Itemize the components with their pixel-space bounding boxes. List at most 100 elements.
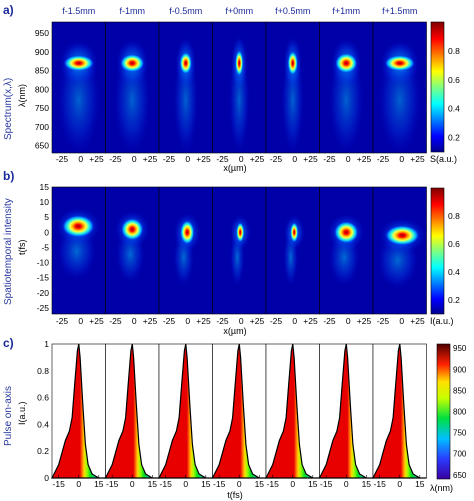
panel-c-x-tick-4-1: -15: [213, 479, 226, 489]
column-title-6: f+1mm: [332, 6, 360, 16]
panel-a-x-tick-7-3: +25: [410, 154, 425, 164]
panel-b-peak-3: [180, 220, 195, 245]
panel-c-pulse-6: [318, 343, 373, 479]
column-titles: f-1.5mm f-1mm f-0.5mm f+0mm f+0.5mm f+1mm f+1.…: [62, 6, 417, 16]
panel-c-x-tick-5-3: 15: [308, 479, 318, 489]
panel-c-x-tick-2-1: -15: [106, 479, 119, 489]
panel-c-x-tick-1-3: 15: [94, 479, 104, 489]
panel-c-colorbar-tick-4: 800: [453, 408, 467, 417]
panel-b-x-tick-3-1: -25: [163, 316, 176, 326]
panel-a-x-tick-4-1: -25: [216, 154, 229, 164]
panel-b-x-tick-6-1: -25: [323, 316, 336, 326]
panel-a-y-tick-5: 750: [35, 103, 49, 113]
panel-c-x-tick-4-2: 0: [237, 479, 242, 489]
panel-label-a: a): [3, 3, 14, 17]
panel-b-x-tick-4-1: -25: [216, 316, 229, 326]
panel-a-heatmaps: [51, 21, 427, 154]
panel-c-y-tick-3: 0.6: [37, 393, 49, 403]
panel-c-x-tick-1-2: 0: [76, 479, 81, 489]
panel-b-x-tick-2-3: +25: [143, 316, 158, 326]
panel-a-y-label: λ(nm): [17, 84, 27, 107]
panel-b-x-tick-5-3: +25: [303, 316, 318, 326]
panel-c-colorbar-tick-2: 900: [453, 365, 467, 374]
panel-a-colorbar: [430, 21, 445, 153]
panel-a-x-tick-2-3: +25: [143, 154, 158, 164]
panel-b-y-label: t(fs): [17, 240, 27, 256]
column-title-3: f-0.5mm: [169, 6, 202, 16]
column-title-1: f-1.5mm: [62, 6, 95, 16]
panel-a-x-tick-1-2: 0: [78, 154, 83, 164]
panel-b-colorbar: [430, 187, 445, 315]
panel-b-peak-1: [62, 215, 95, 238]
panel-c-x-tick-2-2: 0: [130, 479, 135, 489]
panel-b-x-tick-2-1: -25: [109, 316, 122, 326]
panel-c-x-tick-6-1: -15: [320, 479, 333, 489]
panel-c-colorbar-tick-7: 650: [453, 471, 467, 480]
panel-b-x-tick-1-3: +25: [89, 316, 104, 326]
panel-b-x-tick-3-2: 0: [185, 316, 190, 326]
panel-a-peak-2: [120, 54, 145, 73]
panel-b-colorbar-tick-2: 0.6: [448, 239, 460, 249]
panel-a-colorbar-tick-2: 0.6: [448, 75, 460, 85]
panel-b-y-tick-5: -5: [41, 242, 49, 252]
panel-b-colorbar-tick-3: 0.4: [448, 267, 460, 277]
panel-c-side-label: Pulse on-axis: [3, 386, 14, 446]
panel-a-colorbar-label: S(a.u.): [430, 154, 457, 164]
panel-a-y-tick-3: 850: [35, 66, 49, 76]
panel-a-y-tick-7: 650: [35, 141, 49, 151]
column-title-5: f+0.5mm: [275, 6, 310, 16]
panel-a-x-label: x(µm): [223, 163, 246, 173]
panel-a-x-tick-6-3: +25: [357, 154, 372, 164]
panel-a-peak-1: [63, 55, 94, 72]
panel-c-colorbar-tick-5: 750: [453, 429, 467, 438]
panel-b-side-label: Spatiotemporal intensity: [3, 198, 14, 305]
panel-c-x-tick-6-3: 15: [362, 479, 372, 489]
column-title-4: f+0mm: [225, 6, 253, 16]
panel-c-x-tick-6-2: 0: [344, 479, 349, 489]
panel-c-y-tick-2: 0.8: [37, 366, 49, 376]
panel-c-colorbar-tick-6: 700: [453, 450, 467, 459]
panel-c-x-tick-3-2: 0: [183, 479, 188, 489]
panel-c-x-tick-5-2: 0: [290, 479, 295, 489]
panel-b-x-tick-2-2: 0: [132, 316, 137, 326]
panel-c-y-tick-6: 0: [44, 473, 49, 483]
panel-label-b: b): [3, 169, 14, 183]
panel-b-x-label: x(µm): [223, 326, 246, 336]
column-title-7: f+1.5mm: [382, 6, 417, 16]
panel-a-y-tick-4: 800: [35, 84, 49, 94]
panel-a-x-tick-2-2: 0: [132, 154, 137, 164]
column-title-2: f-1mm: [120, 6, 146, 16]
panel-b-heatmaps: [51, 186, 427, 315]
panel-c-pulses: [51, 343, 427, 479]
panel-a-x-tick-6-2: 0: [346, 154, 351, 164]
panel-c-x-tick-5-1: -15: [267, 479, 280, 489]
panel-c-x-tick-4-3: 15: [255, 479, 265, 489]
panel-b-peak-5: [290, 222, 299, 243]
panel-label-c: c): [3, 336, 14, 350]
panel-a-peak-6: [335, 53, 358, 74]
panel-b-x-tick-7-3: +25: [410, 316, 425, 326]
panel-c-x-tick-3-3: 15: [201, 479, 211, 489]
panel-a-peak-7: [384, 55, 415, 72]
panel-a-x-tick-5-2: 0: [292, 154, 297, 164]
panel-c-x-label: t(fs): [227, 490, 243, 500]
panel-b-x-tick-1-2: 0: [78, 316, 83, 326]
panel-b-y-tick-3: 5: [44, 212, 49, 222]
panel-b-x-tick-7-1: -25: [377, 316, 390, 326]
panel-c-x-tick-1-1: -15: [53, 479, 66, 489]
panel-c-x-tick-2-3: 15: [148, 479, 158, 489]
panel-a-y-tick-6: 700: [35, 122, 49, 132]
panel-a-x-tick-1-3: +25: [89, 154, 104, 164]
panel-c-colorbar-tick-3: 850: [453, 386, 467, 395]
panel-a-peak-3: [179, 52, 192, 75]
panel-c-pulse-1: [51, 343, 106, 479]
panel-b-colorbar-tick-1: 0.8: [448, 211, 460, 221]
panel-a-x-tick-7-1: -25: [377, 154, 390, 164]
panel-b-y-tick-6: -10: [37, 258, 50, 268]
panel-b-y-tick-8: -20: [37, 288, 50, 298]
panel-c-pulse-2: [104, 343, 159, 479]
panel-b-x-tick-4-3: +25: [250, 316, 265, 326]
panel-c-y-tick-1: 1: [44, 339, 49, 349]
panel-b-peak-7: [385, 225, 420, 246]
